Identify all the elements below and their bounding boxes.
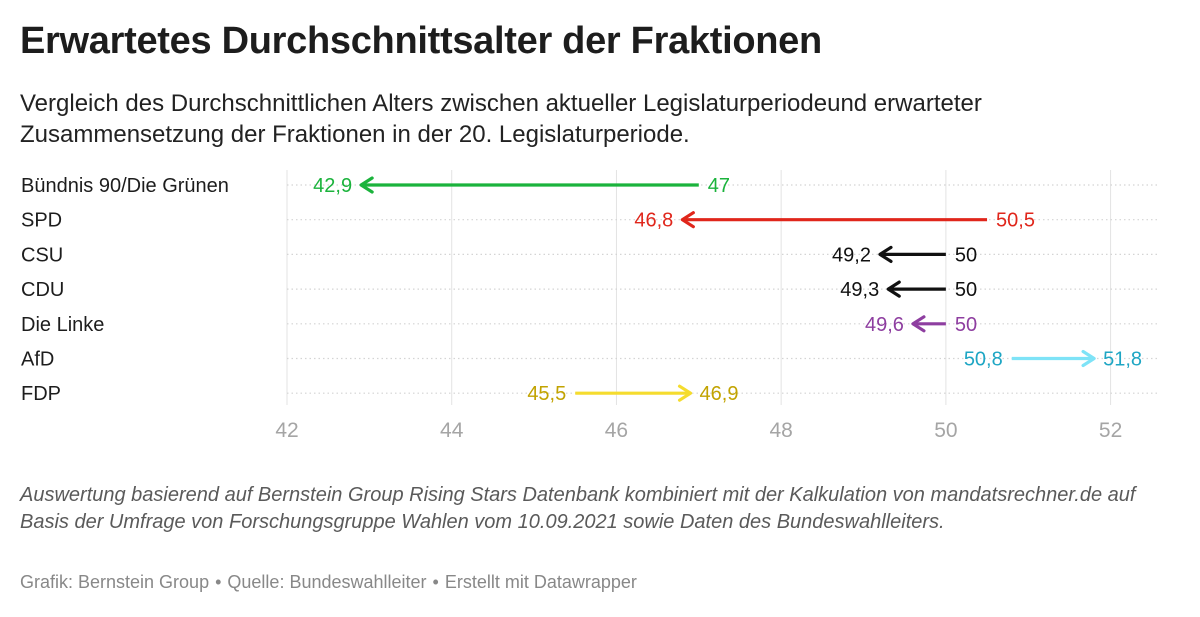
value-label-from: 45,5 (527, 383, 566, 405)
value-label-from: 47 (708, 175, 730, 197)
category-label: CDU (21, 279, 64, 301)
category-label: SPD (21, 210, 62, 232)
source-notes: Auswertung basierend auf Bernstein Group… (20, 484, 1136, 533)
value-label-from: 50 (955, 244, 977, 266)
row-labels: Bündnis 90/Die Grünen SPD CSU CDU Die Linke A… (21, 175, 229, 405)
value-label-to: 49,6 (865, 314, 904, 336)
arrow-head (680, 211, 695, 229)
x-tick-label: 42 (275, 419, 298, 442)
value-label-from: 50 (955, 314, 977, 336)
arrow-b-ndnis-90-die-gr-nen (359, 176, 699, 194)
arrow-cdu (886, 280, 946, 298)
arrow-afd (1011, 349, 1096, 368)
category-label: Bündnis 90/Die Grünen (21, 175, 229, 197)
arrow-die-linke (911, 315, 946, 333)
value-label-from: 50,5 (996, 210, 1035, 232)
arrow-head (886, 280, 901, 298)
value-label-to: 51,8 (1103, 349, 1142, 371)
arrow-head (878, 245, 893, 264)
byline-separator: • (215, 572, 222, 592)
byline: Grafik: Bernstein Group • Quelle: Bundeswa… (20, 572, 637, 593)
grid-layer (286, 170, 1160, 405)
arrow-spd (680, 211, 988, 229)
arrow-csu (878, 245, 946, 264)
value-label-to: 46,8 (634, 210, 673, 232)
value-label-to: 49,2 (832, 244, 871, 266)
category-label: CSU (21, 244, 63, 266)
byline-separator: • (432, 572, 439, 592)
x-tick-label: 52 (1099, 419, 1122, 442)
value-labels: 47 42,9 50,5 46,8 50 49,2 50 49,3 50 49,6 50,8 51,8… (313, 175, 1142, 405)
arrows-layer (359, 176, 1096, 402)
x-tick-label: 46 (605, 419, 628, 442)
arrow-head (677, 384, 693, 402)
value-label-from: 50,8 (964, 349, 1003, 371)
chart-subtitle: Vergleich des Durchschnittlichen Alters … (20, 90, 982, 148)
byline-quelle: Quelle: Bundeswahlleiter (227, 572, 427, 592)
arrow-head (1081, 349, 1096, 368)
x-axis-tick-labels: 42 44 46 48 50 52 (275, 419, 1122, 442)
x-tick-label: 50 (934, 419, 957, 442)
x-tick-label: 48 (769, 419, 792, 442)
arrow-head (911, 315, 926, 333)
value-label-from: 50 (955, 279, 977, 301)
arrow-fdp (575, 384, 693, 402)
arrow-chart: Bündnis 90/Die Grünen SPD CSU CDU Die Linke A… (21, 170, 1160, 442)
category-label: AfD (21, 349, 54, 371)
value-label-to: 49,3 (840, 279, 879, 301)
arrow-head (359, 176, 374, 194)
value-label-to: 42,9 (313, 175, 352, 197)
byline-erstellt: Erstellt mit Datawrapper (444, 572, 637, 592)
category-label: Die Linke (21, 314, 104, 336)
chart-title: Erwartetes Durchschnittsalter der Frakti… (20, 20, 822, 62)
byline-grafik: Grafik: Bernstein Group (20, 572, 210, 592)
category-label: FDP (21, 383, 61, 405)
x-tick-label: 44 (440, 419, 464, 442)
value-label-to: 46,9 (700, 383, 739, 405)
